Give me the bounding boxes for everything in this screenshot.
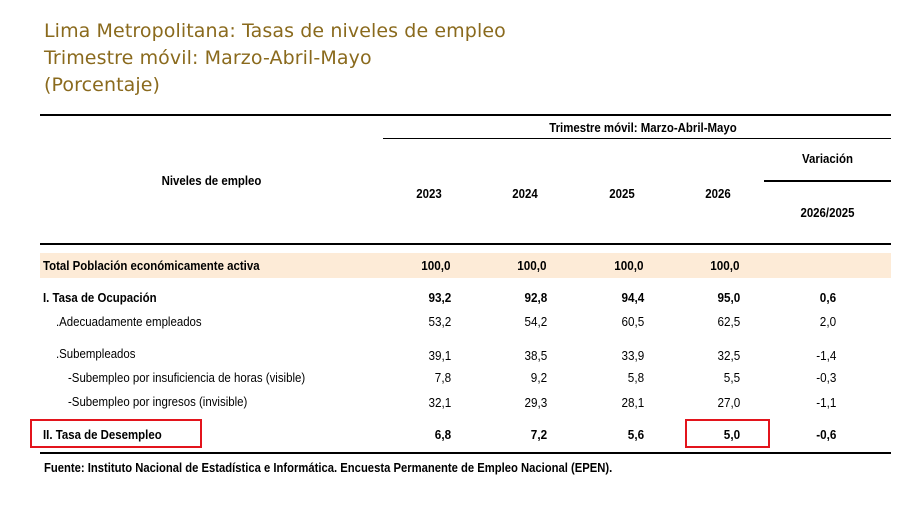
row-label-desempleo: II. Tasa de Desempleo (43, 427, 162, 442)
cell-desempleo-2024: 7,2 (530, 427, 547, 442)
cell-adecuadamente-2024: 54,2 (524, 314, 547, 329)
row-label-adecuadamente: .Adecuadamente empleados (56, 314, 202, 329)
cell-subempleados-variation: -1,4 (815, 348, 836, 363)
table-bottom-rule (40, 452, 891, 454)
cell-total-2023: 100,0 (421, 258, 451, 273)
cell-subempleo-visible-2023: 7,8 (434, 370, 451, 385)
cell-subempleo-visible-variation: -0,3 (815, 370, 836, 385)
source-footnote: Fuente: Instituto Nacional de Estadístic… (44, 461, 613, 475)
cell-ocupacion-2026: 95,0 (717, 290, 740, 305)
cell-ocupacion-2024: 92,8 (524, 290, 547, 305)
variation-rule (764, 180, 891, 182)
header-year-2023: 2023 (416, 186, 442, 201)
period-group-rule (383, 138, 891, 139)
cell-desempleo-2025: 5,6 (627, 427, 644, 442)
cell-desempleo-2023: 6,8 (434, 427, 451, 442)
cell-ocupacion-2023: 93,2 (428, 290, 451, 305)
cell-desempleo-2026: 5,0 (723, 427, 740, 442)
cell-total-2026: 100,0 (710, 258, 740, 273)
cell-subempleados-2023: 39,1 (428, 348, 451, 363)
title-line-2: Trimestre móvil: Marzo-Abril-Mayo (44, 47, 372, 69)
cell-total-2025: 100,0 (614, 258, 644, 273)
header-year-2024: 2024 (512, 186, 538, 201)
highlight-box-desempleo-label (30, 419, 202, 448)
cell-subempleo-invisible-2023: 32,1 (428, 395, 451, 410)
header-row-label: Niveles de empleo (161, 173, 262, 188)
header-bottom-rule (40, 243, 891, 245)
header-variation-period: 2026/2025 (800, 205, 855, 220)
cell-subempleo-visible-2026: 5,5 (723, 370, 740, 385)
header-year-2025: 2025 (609, 186, 635, 201)
cell-desempleo-variation: -0,6 (815, 427, 836, 442)
cell-adecuadamente-2023: 53,2 (428, 314, 451, 329)
row-label-ocupacion: I. Tasa de Ocupación (43, 290, 157, 305)
cell-subempleo-invisible-variation: -1,1 (815, 395, 836, 410)
header-period-group: Trimestre móvil: Marzo-Abril-Mayo (549, 120, 737, 135)
header-variation: Variación (802, 151, 853, 166)
row-label-subempleados: .Subempleados (56, 346, 136, 361)
cell-ocupacion-2025: 94,4 (621, 290, 644, 305)
header-year-2026: 2026 (705, 186, 731, 201)
cell-subempleados-2026: 32,5 (717, 348, 740, 363)
cell-subempleo-invisible-2025: 28,1 (621, 395, 644, 410)
row-label-subempleo-invisible: -Subempleo por ingresos (invisible) (68, 394, 248, 409)
cell-adecuadamente-2026: 62,5 (717, 314, 740, 329)
cell-ocupacion-variation: 0,6 (819, 290, 836, 305)
row-label-total: Total Población económicamente activa (43, 258, 260, 273)
title-block: Lima Metropolitana: Tasas de niveles de … (44, 18, 506, 99)
cell-total-2024: 100,0 (517, 258, 547, 273)
table-top-rule (40, 114, 891, 116)
cell-adecuadamente-variation: 2,0 (819, 314, 836, 329)
cell-subempleo-visible-2024: 9,2 (530, 370, 547, 385)
title-line-1: Lima Metropolitana: Tasas de niveles de … (44, 20, 506, 42)
cell-subempleo-visible-2025: 5,8 (627, 370, 644, 385)
cell-adecuadamente-2025: 60,5 (621, 314, 644, 329)
highlight-box-desempleo-2026 (685, 419, 770, 448)
cell-subempleados-2025: 33,9 (621, 348, 644, 363)
total-row-shade (40, 253, 891, 278)
cell-subempleados-2024: 38,5 (524, 348, 547, 363)
cell-subempleo-invisible-2024: 29,3 (524, 395, 547, 410)
title-line-3: (Porcentaje) (44, 74, 161, 96)
row-label-subempleo-visible: -Subempleo por insuficiencia de horas (v… (68, 370, 306, 385)
cell-subempleo-invisible-2026: 27,0 (717, 395, 740, 410)
